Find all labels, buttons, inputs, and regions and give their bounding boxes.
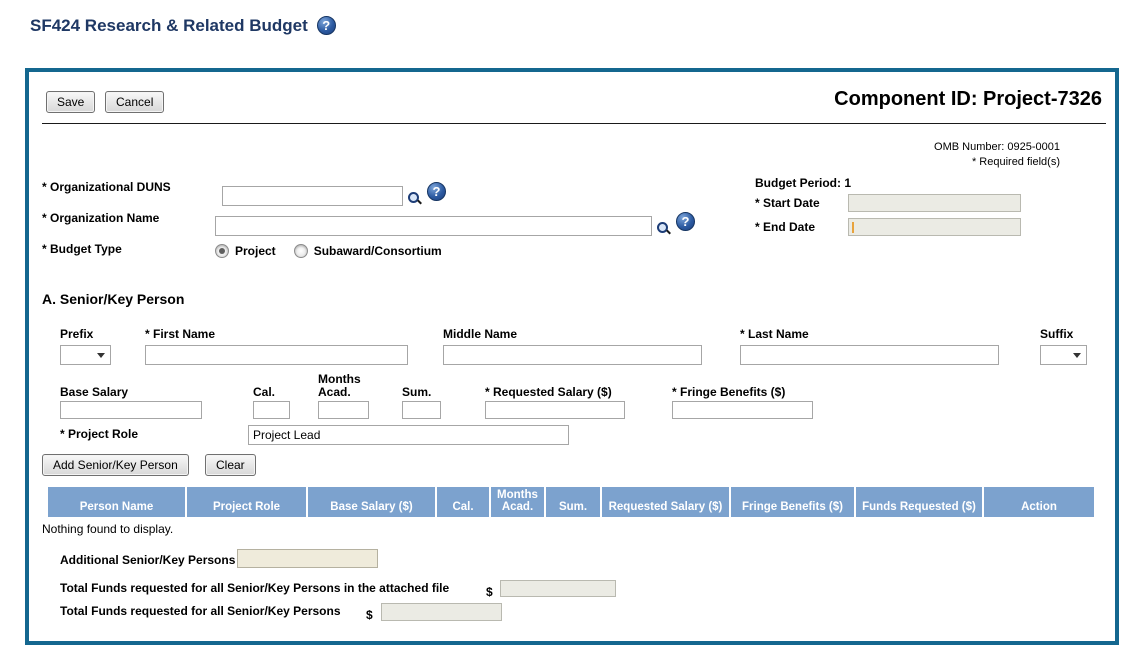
start-date-input[interactable] bbox=[848, 194, 1021, 212]
col-base-salary: Base Salary ($) bbox=[308, 487, 435, 517]
col-fringe-benefits: Fringe Benefits ($) bbox=[731, 487, 854, 517]
project-role-label: * Project Role bbox=[60, 427, 139, 441]
cal-input[interactable] bbox=[253, 401, 290, 419]
empty-table-message: Nothing found to display. bbox=[42, 522, 174, 536]
org-name-label: * Organization Name bbox=[42, 211, 160, 225]
omb-number: OMB Number: 0925-0001 bbox=[934, 141, 1060, 153]
page-header: SF424 Research & Related Budget ? bbox=[30, 16, 336, 36]
prefix-select[interactable] bbox=[60, 345, 111, 365]
section-a-heading: A. Senior/Key Person bbox=[42, 291, 185, 307]
months-label: Months bbox=[318, 372, 361, 386]
col-requested-salary: Requested Salary ($) bbox=[602, 487, 729, 517]
first-name-input[interactable] bbox=[145, 345, 408, 365]
budget-period-label: Budget Period: 1 bbox=[755, 176, 852, 190]
budget-form-panel: Save Cancel Component ID: Project-7326 O… bbox=[25, 68, 1119, 645]
chevron-down-icon bbox=[97, 352, 105, 358]
org-name-input[interactable] bbox=[215, 216, 652, 236]
duns-input[interactable] bbox=[222, 186, 403, 206]
help-icon[interactable]: ? bbox=[316, 16, 336, 35]
budget-type-label: * Budget Type bbox=[42, 242, 122, 256]
col-funds-requested: Funds Requested ($) bbox=[856, 487, 982, 517]
end-date-input[interactable] bbox=[848, 218, 1021, 236]
suffix-select[interactable] bbox=[1040, 345, 1087, 365]
required-note: * Required field(s) bbox=[971, 156, 1060, 168]
cancel-button[interactable]: Cancel bbox=[105, 91, 165, 113]
last-name-label: * Last Name bbox=[740, 327, 809, 341]
sum-input[interactable] bbox=[402, 401, 441, 419]
duns-label: * Organizational DUNS bbox=[42, 180, 171, 194]
base-salary-label: Base Salary bbox=[60, 385, 129, 399]
suffix-label: Suffix bbox=[1040, 327, 1074, 341]
all-total-input[interactable] bbox=[381, 603, 502, 621]
first-name-label: * First Name bbox=[145, 327, 216, 341]
component-id: Component ID: Project-7326 bbox=[834, 88, 1102, 110]
senior-key-person-table-header: Person Name Project Role Base Salary ($)… bbox=[48, 487, 1094, 517]
cal-label: Cal. bbox=[253, 385, 276, 399]
duns-help-icon[interactable]: ? bbox=[427, 182, 446, 201]
budget-type-radio-group: Project Subaward/Consortium bbox=[215, 244, 454, 258]
prefix-label: Prefix bbox=[60, 327, 94, 341]
sum-label: Sum. bbox=[402, 385, 432, 399]
start-date-label: * Start Date bbox=[755, 196, 820, 210]
attached-total-label: Total Funds requested for all Senior/Key… bbox=[60, 581, 450, 595]
add-senior-key-person-button[interactable]: Add Senior/Key Person bbox=[42, 454, 189, 476]
divider bbox=[42, 123, 1106, 124]
fringe-benefits-input[interactable] bbox=[672, 401, 813, 419]
radio-project[interactable] bbox=[215, 244, 229, 258]
requested-salary-label: * Requested Salary ($) bbox=[485, 385, 612, 399]
org-name-search-icon[interactable] bbox=[657, 221, 671, 235]
fringe-benefits-label: * Fringe Benefits ($) bbox=[672, 385, 786, 399]
radio-subaward-label: Subaward/Consortium bbox=[313, 244, 442, 258]
middle-name-input[interactable] bbox=[443, 345, 702, 365]
radio-project-label: Project bbox=[235, 244, 276, 258]
col-months-acad: Months Acad. bbox=[491, 487, 544, 517]
col-person-name: Person Name bbox=[48, 487, 185, 517]
acad-input[interactable] bbox=[318, 401, 369, 419]
radio-subaward[interactable] bbox=[293, 244, 308, 258]
attached-total-input[interactable] bbox=[500, 580, 616, 597]
duns-search-icon[interactable] bbox=[408, 191, 422, 205]
save-button[interactable]: Save bbox=[46, 91, 96, 113]
clear-button[interactable]: Clear bbox=[205, 454, 256, 476]
last-name-input[interactable] bbox=[740, 345, 999, 365]
col-action: Action bbox=[984, 487, 1094, 517]
page-title: SF424 Research & Related Budget bbox=[30, 16, 308, 35]
col-sum: Sum. bbox=[546, 487, 600, 517]
text-cursor bbox=[852, 222, 854, 233]
omb-block: OMB Number: 0925-0001 * Required field(s… bbox=[934, 140, 1060, 170]
org-name-help-icon[interactable]: ? bbox=[676, 212, 695, 231]
base-salary-input[interactable] bbox=[60, 401, 202, 419]
additional-persons-input[interactable] bbox=[237, 549, 378, 568]
requested-salary-input[interactable] bbox=[485, 401, 625, 419]
col-project-role: Project Role bbox=[187, 487, 306, 517]
middle-name-label: Middle Name bbox=[443, 327, 518, 341]
col-cal: Cal. bbox=[437, 487, 489, 517]
currency-symbol: $ bbox=[366, 608, 373, 622]
chevron-down-icon bbox=[1073, 352, 1081, 358]
end-date-label: * End Date bbox=[755, 220, 816, 234]
acad-label: Acad. bbox=[318, 385, 351, 399]
all-total-label: Total Funds requested for all Senior/Key… bbox=[60, 604, 341, 618]
project-role-input[interactable] bbox=[248, 425, 569, 445]
currency-symbol: $ bbox=[486, 585, 493, 599]
additional-persons-label: Additional Senior/Key Persons bbox=[60, 553, 236, 567]
